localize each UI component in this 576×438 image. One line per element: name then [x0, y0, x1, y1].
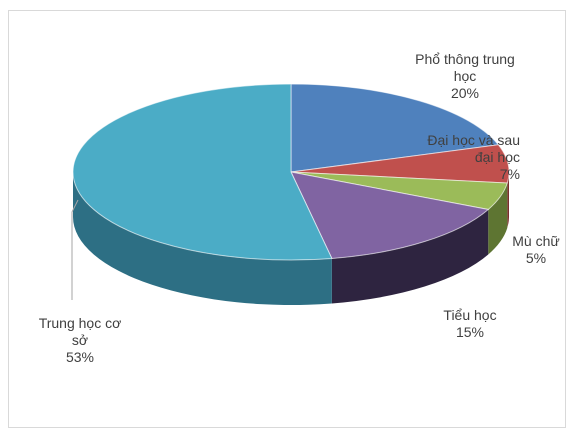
data-label-pho-thong-trung-hoc: Phổ thông trung học 20% — [415, 51, 515, 101]
slice-pho-thong-trung-hoc — [290, 83, 500, 173]
slice-side-mu-chu — [488, 183, 508, 255]
slice-tieu-hoc — [290, 171, 490, 259]
data-label-dai-hoc-va-sau-dai-hoc: Đại học và sau đại học 7% — [427, 132, 520, 182]
slice-side-dai-hoc-va-sau-dai-hoc — [507, 172, 509, 229]
data-label-mu-chu: Mù chữ 5% — [512, 233, 560, 266]
data-label-trung-hoc-co-so: Trung học cơ sở 53% — [39, 315, 122, 365]
slice-side-trung-hoc-co-so — [73, 172, 332, 305]
leader-line-trung-hoc-co-so — [71, 199, 79, 300]
data-label-tieu-hoc: Tiểu học 15% — [443, 307, 496, 340]
slice-trung-hoc-co-so — [72, 83, 333, 261]
